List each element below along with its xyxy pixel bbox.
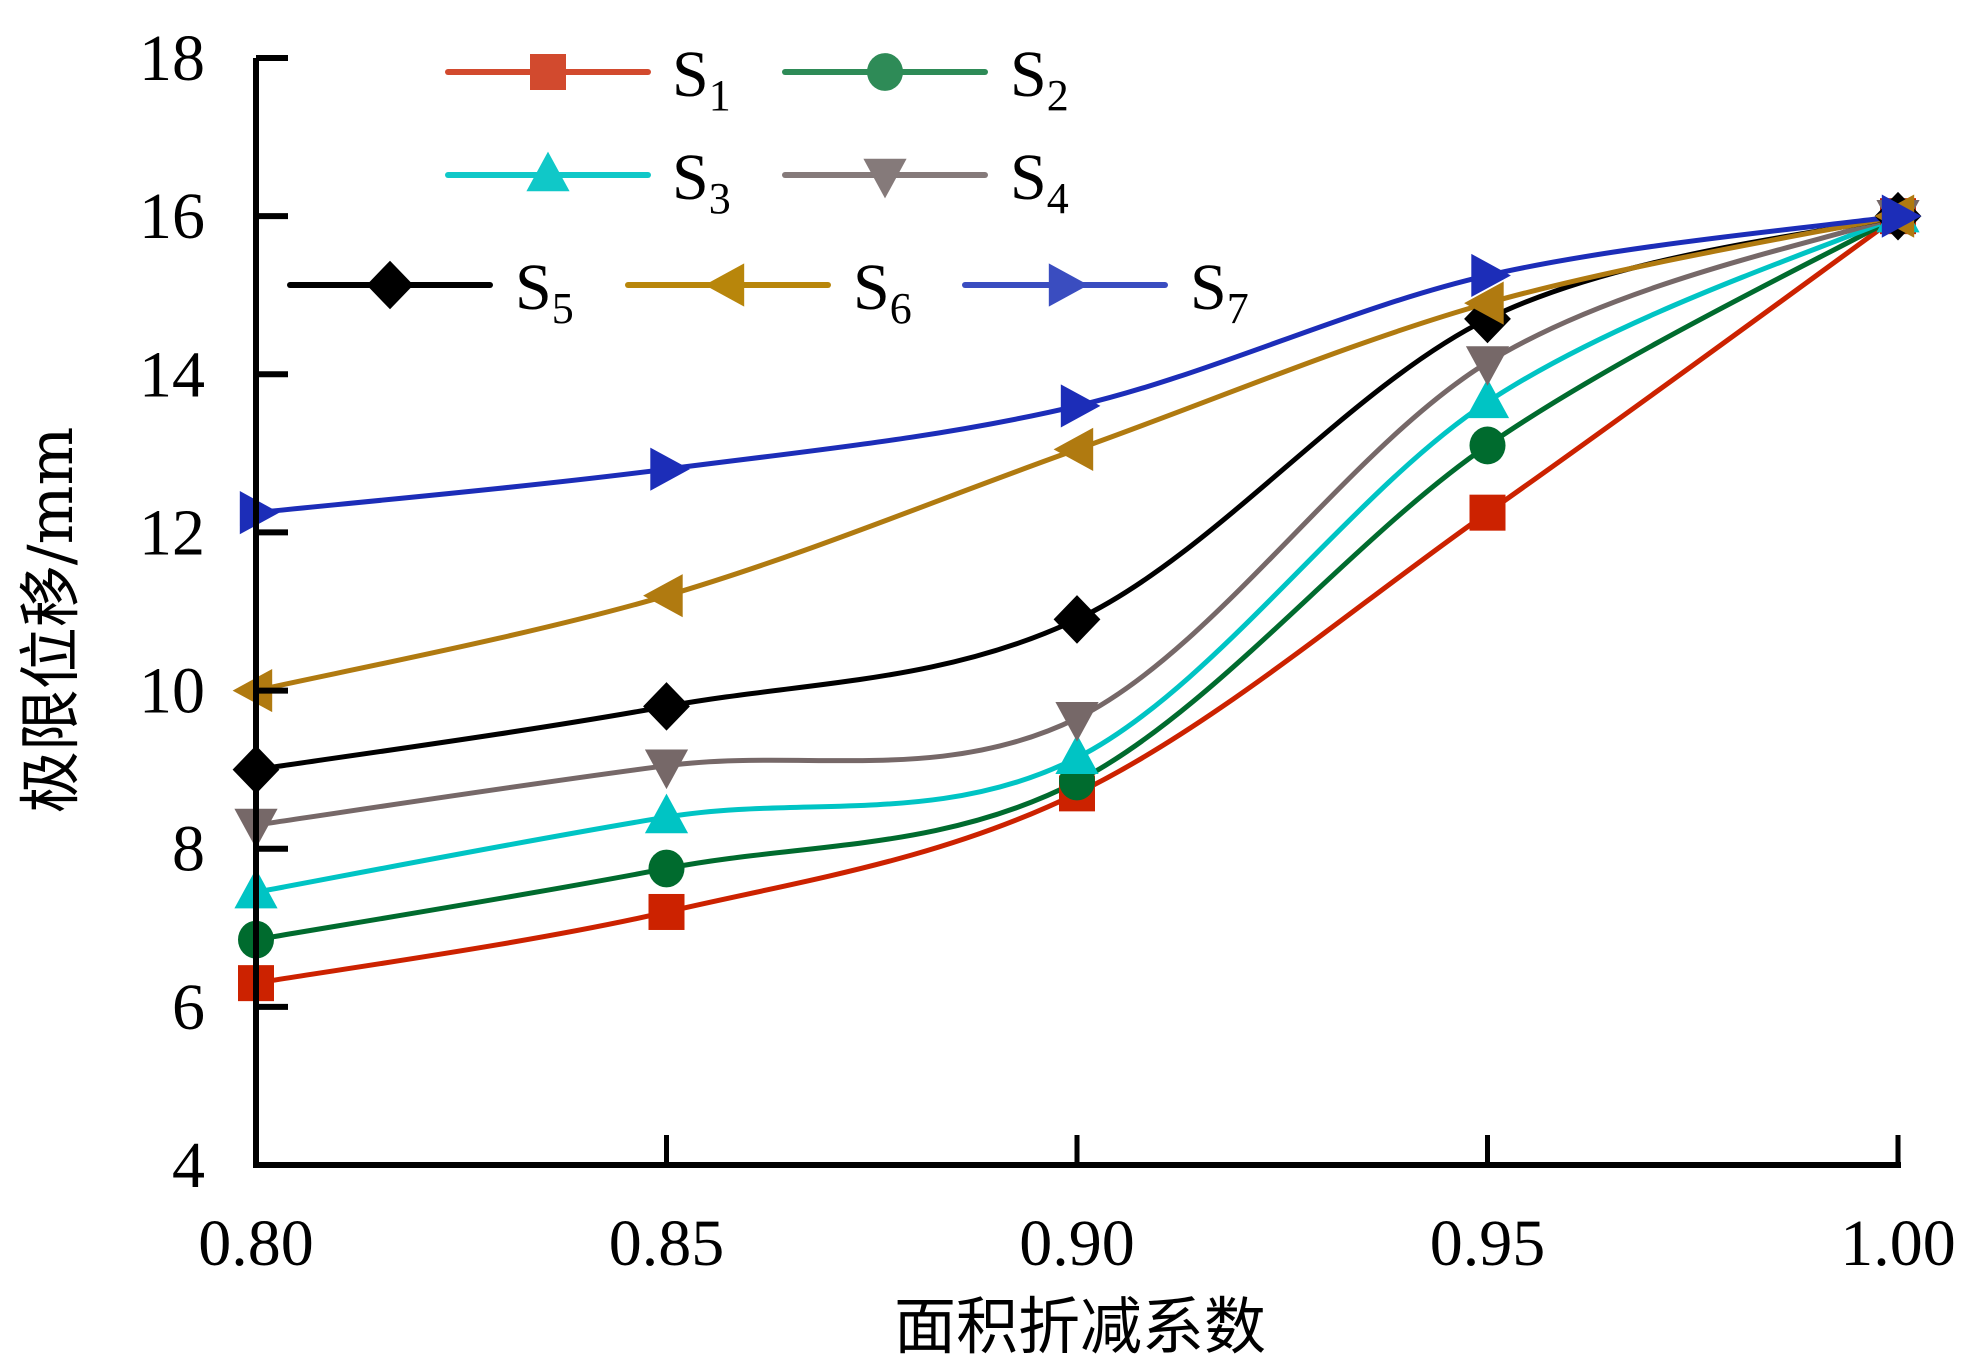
data-point <box>648 849 685 888</box>
data-point <box>232 668 273 713</box>
data-point <box>1465 346 1510 386</box>
legend-label-subscript: 6 <box>890 284 912 333</box>
y-axis-title: 极限位移/mm <box>14 427 87 813</box>
data-point <box>1471 253 1511 298</box>
x-ticks: 0.80 0.85 0.90 0.95 1.00 <box>198 1135 1956 1280</box>
series-layer <box>232 191 1922 1002</box>
data-point <box>1053 595 1101 644</box>
legend-label-main: S <box>672 141 709 214</box>
legend-marker <box>867 53 903 91</box>
legend-label-main: S <box>1010 141 1047 214</box>
legend-marker <box>1048 263 1089 307</box>
data-point <box>644 793 689 834</box>
legend-label-main: S <box>1190 251 1227 324</box>
legend-label: S3 <box>672 141 731 223</box>
data-point <box>643 574 683 618</box>
legend-label-subscript: 2 <box>1047 71 1069 120</box>
legend-label: S6 <box>853 251 912 333</box>
legend-marker <box>704 263 745 307</box>
series-s7 <box>255 213 1899 516</box>
x-axis-title: 面积折减系数 <box>894 1290 1266 1363</box>
y-tick-label: 16 <box>139 180 205 253</box>
data-point <box>1464 281 1504 325</box>
legend-label: S2 <box>1010 38 1069 120</box>
data-point <box>1055 734 1099 774</box>
data-point <box>1055 702 1099 742</box>
series-line <box>255 213 1899 516</box>
y-tick-label: 8 <box>172 813 205 886</box>
series-s5 <box>255 213 1899 773</box>
y-ticks: 4 6 8 10 12 14 16 18 <box>139 22 288 1202</box>
series-s2 <box>255 213 1900 943</box>
legend-item-s1: S1 <box>445 38 731 120</box>
data-point <box>239 491 280 535</box>
y-tick-label: 4 <box>172 1129 205 1202</box>
data-point <box>644 749 689 790</box>
legend-label: S4 <box>1010 141 1069 223</box>
data-point <box>648 893 685 930</box>
legend-item-s6: S6 <box>625 251 912 333</box>
legend-label: S1 <box>672 38 731 120</box>
legend-label-main: S <box>1010 38 1047 111</box>
data-point <box>1465 378 1510 419</box>
legend-marker <box>526 151 570 192</box>
data-point <box>1469 494 1506 531</box>
legend-marker <box>530 54 566 90</box>
series-line <box>255 213 1900 895</box>
x-tick-label: 0.95 <box>1430 1207 1546 1280</box>
data-point <box>1881 194 1922 238</box>
legend-label-main: S <box>672 38 709 111</box>
y-tick-label: 10 <box>139 655 205 728</box>
data-point <box>650 447 690 491</box>
legend-label: S7 <box>1190 251 1249 333</box>
legend-item-s7: S7 <box>962 251 1249 333</box>
x-tick-label: 0.80 <box>198 1207 314 1280</box>
legend-label: S5 <box>515 251 574 333</box>
legend-label-subscript: 4 <box>1047 174 1069 223</box>
legend-item-s2: S2 <box>782 38 1069 120</box>
legend-label-subscript: 3 <box>709 174 731 223</box>
legend-label-subscript: 1 <box>709 71 731 120</box>
data-point <box>1060 384 1101 428</box>
y-tick-label: 18 <box>139 22 205 95</box>
legend-label-subscript: 7 <box>1227 284 1249 333</box>
data-point <box>643 682 690 731</box>
legend-item-s3: S3 <box>445 141 731 223</box>
series-line <box>255 213 1900 943</box>
legend-label-main: S <box>515 251 552 324</box>
legend-item-s5: S5 <box>287 251 574 333</box>
y-tick-label: 6 <box>172 971 205 1044</box>
series-s3 <box>255 213 1900 895</box>
legend-item-s4: S4 <box>782 141 1069 223</box>
y-tick-label: 14 <box>139 338 205 411</box>
x-tick-label: 0.90 <box>1019 1207 1135 1280</box>
x-tick-label: 1.00 <box>1840 1207 1956 1280</box>
y-tick-label: 12 <box>139 496 205 569</box>
series-line <box>255 213 1899 773</box>
series-s7-markers <box>239 194 1922 535</box>
legend-marker <box>863 158 907 199</box>
x-tick-label: 0.85 <box>609 1207 725 1280</box>
data-point <box>1053 427 1094 472</box>
data-point <box>1469 426 1506 465</box>
legend-label-main: S <box>853 251 890 324</box>
legend-label-subscript: 5 <box>552 284 574 333</box>
legend-marker <box>366 260 414 310</box>
